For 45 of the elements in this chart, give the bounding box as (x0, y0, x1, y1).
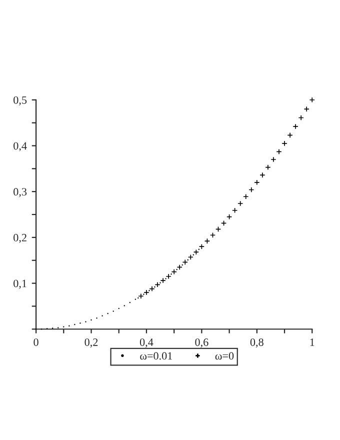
y-tick-label: 0,1 (14, 280, 26, 289)
point (204, 238, 210, 244)
point (215, 226, 222, 232)
point (260, 172, 266, 178)
point (232, 208, 238, 214)
x-tick-label: 0 (34, 338, 38, 346)
point (160, 278, 166, 284)
point (226, 214, 232, 220)
point (276, 148, 282, 155)
point (248, 186, 254, 193)
point (265, 164, 271, 170)
x-tick-label: 1 (310, 338, 314, 346)
point (198, 244, 205, 250)
point (149, 286, 155, 292)
x-tick-label: 0,4 (140, 338, 154, 348)
point (304, 106, 310, 112)
point (188, 254, 194, 260)
y-tick-label: 0,2 (14, 234, 26, 243)
legend-label: ω=0 (215, 352, 234, 360)
point (193, 249, 199, 255)
point (254, 180, 260, 186)
point (171, 268, 177, 275)
point (144, 290, 150, 296)
point (210, 232, 216, 238)
y-tick-label: 0,3 (14, 188, 27, 198)
point (166, 274, 172, 280)
x-tick-label: 0,6 (195, 338, 208, 348)
point (292, 124, 298, 130)
point (282, 140, 288, 146)
legend-label: ω=0.01 (140, 352, 172, 360)
point (138, 293, 144, 299)
y-tick-label: 0,5 (14, 96, 27, 106)
x-tick-label: 0,2 (84, 338, 98, 348)
point (182, 259, 188, 266)
y-tick-label: 0,4 (14, 142, 27, 152)
point (243, 194, 249, 200)
point (287, 132, 293, 138)
x-tick-label: 0,8 (250, 338, 264, 348)
point (176, 264, 182, 270)
point (154, 282, 160, 288)
point (220, 220, 227, 226)
point (270, 156, 276, 162)
point (238, 200, 244, 206)
point (309, 97, 315, 103)
point (298, 114, 304, 121)
